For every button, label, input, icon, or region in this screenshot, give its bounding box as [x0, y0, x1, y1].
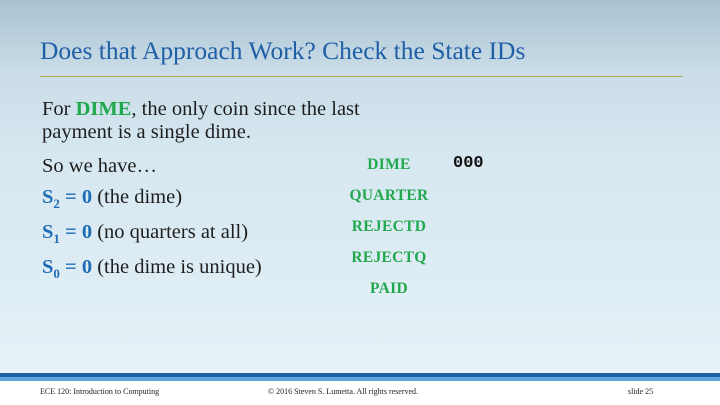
state-quarter: QUARTER — [349, 187, 429, 204]
intro-rest: , the only coin since the last — [131, 98, 360, 120]
so-we-have-text: So we have… — [42, 155, 158, 177]
footer-course: ECE 120: Introduction to Computing — [40, 387, 160, 396]
footer-rule-light — [0, 377, 720, 381]
footer-slide-number: slide 25 — [628, 387, 654, 396]
bit-s0-label: S0 = 0 — [42, 256, 93, 282]
bit-s2-label: S2 = 0 — [42, 186, 93, 212]
bit-s2-note: (the dime) — [92, 186, 183, 208]
slide-title: Does that Approach Work? Check the State… — [40, 36, 526, 65]
bit-s0-note: (the dime is unique) — [92, 256, 262, 278]
bit-s0-line: S0 = 0 (the dime is unique) — [42, 256, 262, 285]
footer-band — [0, 381, 720, 405]
intro-line-1: For DIME, the only coin since the last — [42, 98, 360, 121]
footer-rule-dark — [0, 373, 720, 377]
intro-line-2: payment is a single dime. — [42, 121, 251, 143]
intro-prefix: For — [42, 98, 76, 120]
bit-s2-line: S2 = 0 (the dime) — [42, 186, 182, 215]
state-paid: PAID — [370, 280, 408, 297]
state-dime: DIME — [367, 156, 411, 173]
dime-highlight: DIME — [75, 98, 132, 120]
bit-s1-label: S1 = 0 — [42, 221, 93, 247]
title-underline — [40, 76, 683, 77]
state-rejectd: REJECTD — [351, 218, 427, 235]
state-rejectq: REJECTQ — [351, 249, 427, 266]
dime-state-code: 000 — [453, 154, 484, 173]
bit-s1-note: (no quarters at all) — [92, 221, 249, 243]
footer-copyright: © 2016 Steven S. Lumetta. All rights res… — [268, 387, 419, 396]
bit-s1-line: S1 = 0 (no quarters at all) — [42, 221, 248, 250]
